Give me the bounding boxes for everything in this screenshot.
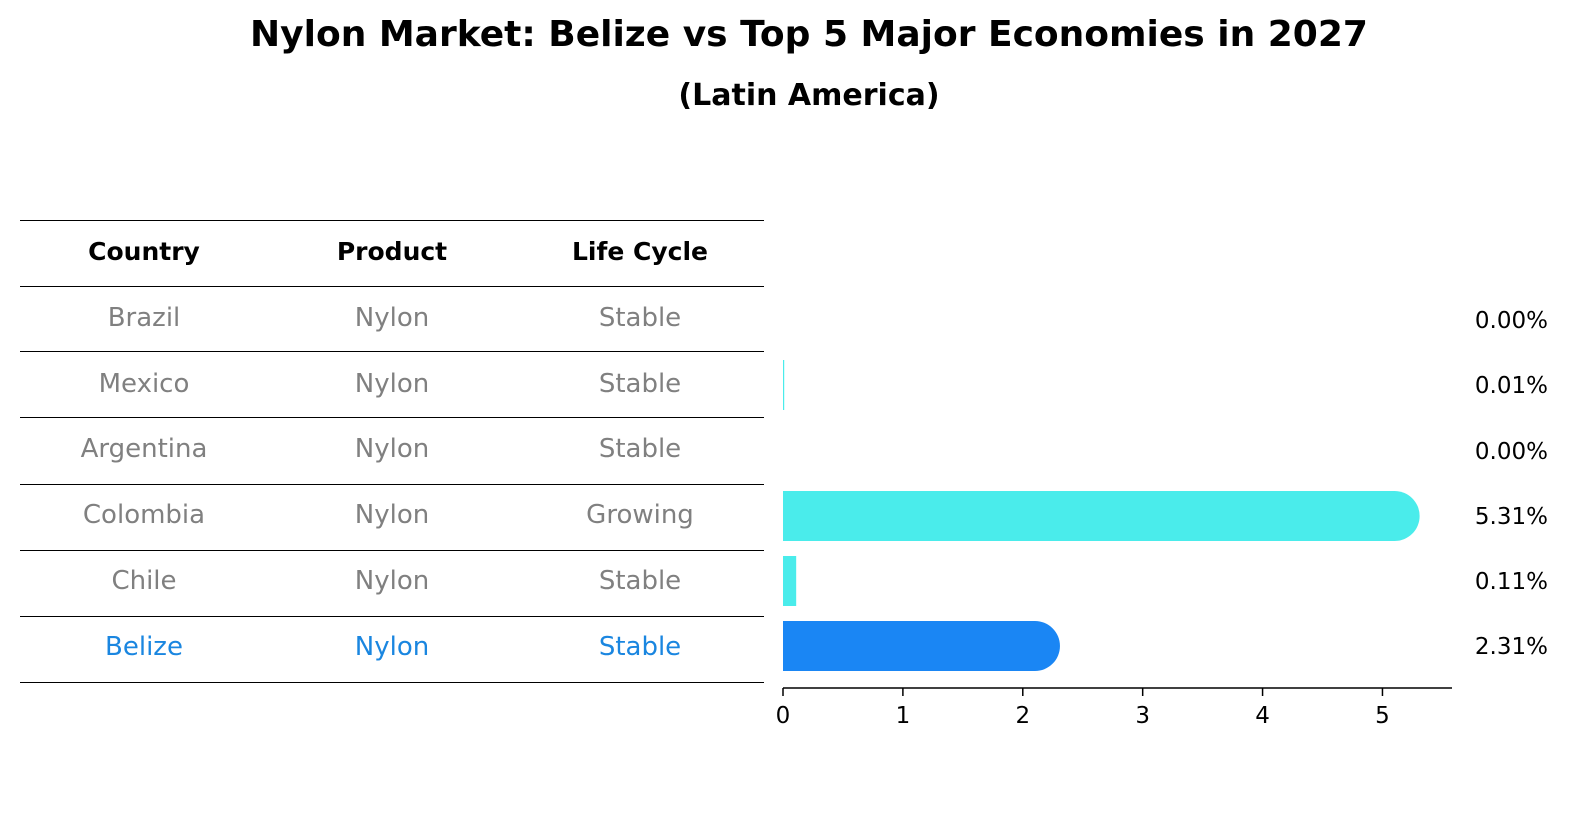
- bar-value-label: 0.01%: [1475, 373, 1548, 399]
- bar-value-label: 0.11%: [1475, 569, 1548, 595]
- table-rule: [20, 484, 764, 485]
- x-tick-label: 3: [1135, 703, 1150, 729]
- bar: [783, 491, 1420, 541]
- bar-value-label: 2.31%: [1475, 634, 1548, 660]
- header-life-cycle: Life Cycle: [571, 237, 709, 266]
- chart-subtitle: (Latin America): [678, 78, 940, 113]
- table-rule: [20, 351, 764, 352]
- cell-country: Mexico: [98, 369, 190, 399]
- x-tick-label: 5: [1375, 703, 1390, 729]
- table-rule: [20, 550, 764, 551]
- bar-value-label: 0.00%: [1475, 439, 1548, 465]
- chart-title: Nylon Market: Belize vs Top 5 Major Econ…: [250, 14, 1368, 55]
- bar: [783, 360, 785, 410]
- header-product: Product: [336, 237, 448, 266]
- cell-country: Chile: [111, 566, 177, 596]
- cell-life-cycle: Stable: [598, 369, 682, 399]
- table-rule: [20, 220, 764, 221]
- bar-value-label: 5.31%: [1475, 504, 1548, 530]
- cell-product-highlight: Nylon: [354, 632, 430, 662]
- bar: [783, 556, 797, 606]
- cell-country: Colombia: [82, 500, 206, 530]
- x-tick-label: 2: [1015, 703, 1030, 729]
- cell-life-cycle: Growing: [586, 500, 694, 530]
- cell-product: Nylon: [354, 369, 430, 399]
- x-tick-label: 1: [896, 703, 911, 729]
- table-rule: [20, 682, 764, 683]
- x-tick-label: 0: [776, 703, 791, 729]
- cell-life-cycle: Stable: [598, 566, 682, 596]
- bar-value-label: 0.00%: [1475, 308, 1548, 334]
- cell-product: Nylon: [354, 566, 430, 596]
- cell-life-cycle: Stable: [598, 303, 682, 333]
- cell-country: Brazil: [107, 303, 181, 333]
- cell-life-cycle: Stable: [598, 434, 682, 464]
- cell-product: Nylon: [354, 434, 430, 464]
- cell-product: Nylon: [354, 500, 430, 530]
- table-rule: [20, 616, 764, 617]
- table-rule: [20, 286, 764, 287]
- cell-country-highlight: Belize: [105, 632, 183, 662]
- cell-country: Argentina: [80, 434, 208, 464]
- header-country: Country: [88, 237, 200, 266]
- bar: [783, 621, 1060, 671]
- x-tick-label: 4: [1255, 703, 1270, 729]
- cell-life-cycle-highlight: Stable: [598, 632, 682, 662]
- table-rule: [20, 417, 764, 418]
- cell-product: Nylon: [354, 303, 430, 333]
